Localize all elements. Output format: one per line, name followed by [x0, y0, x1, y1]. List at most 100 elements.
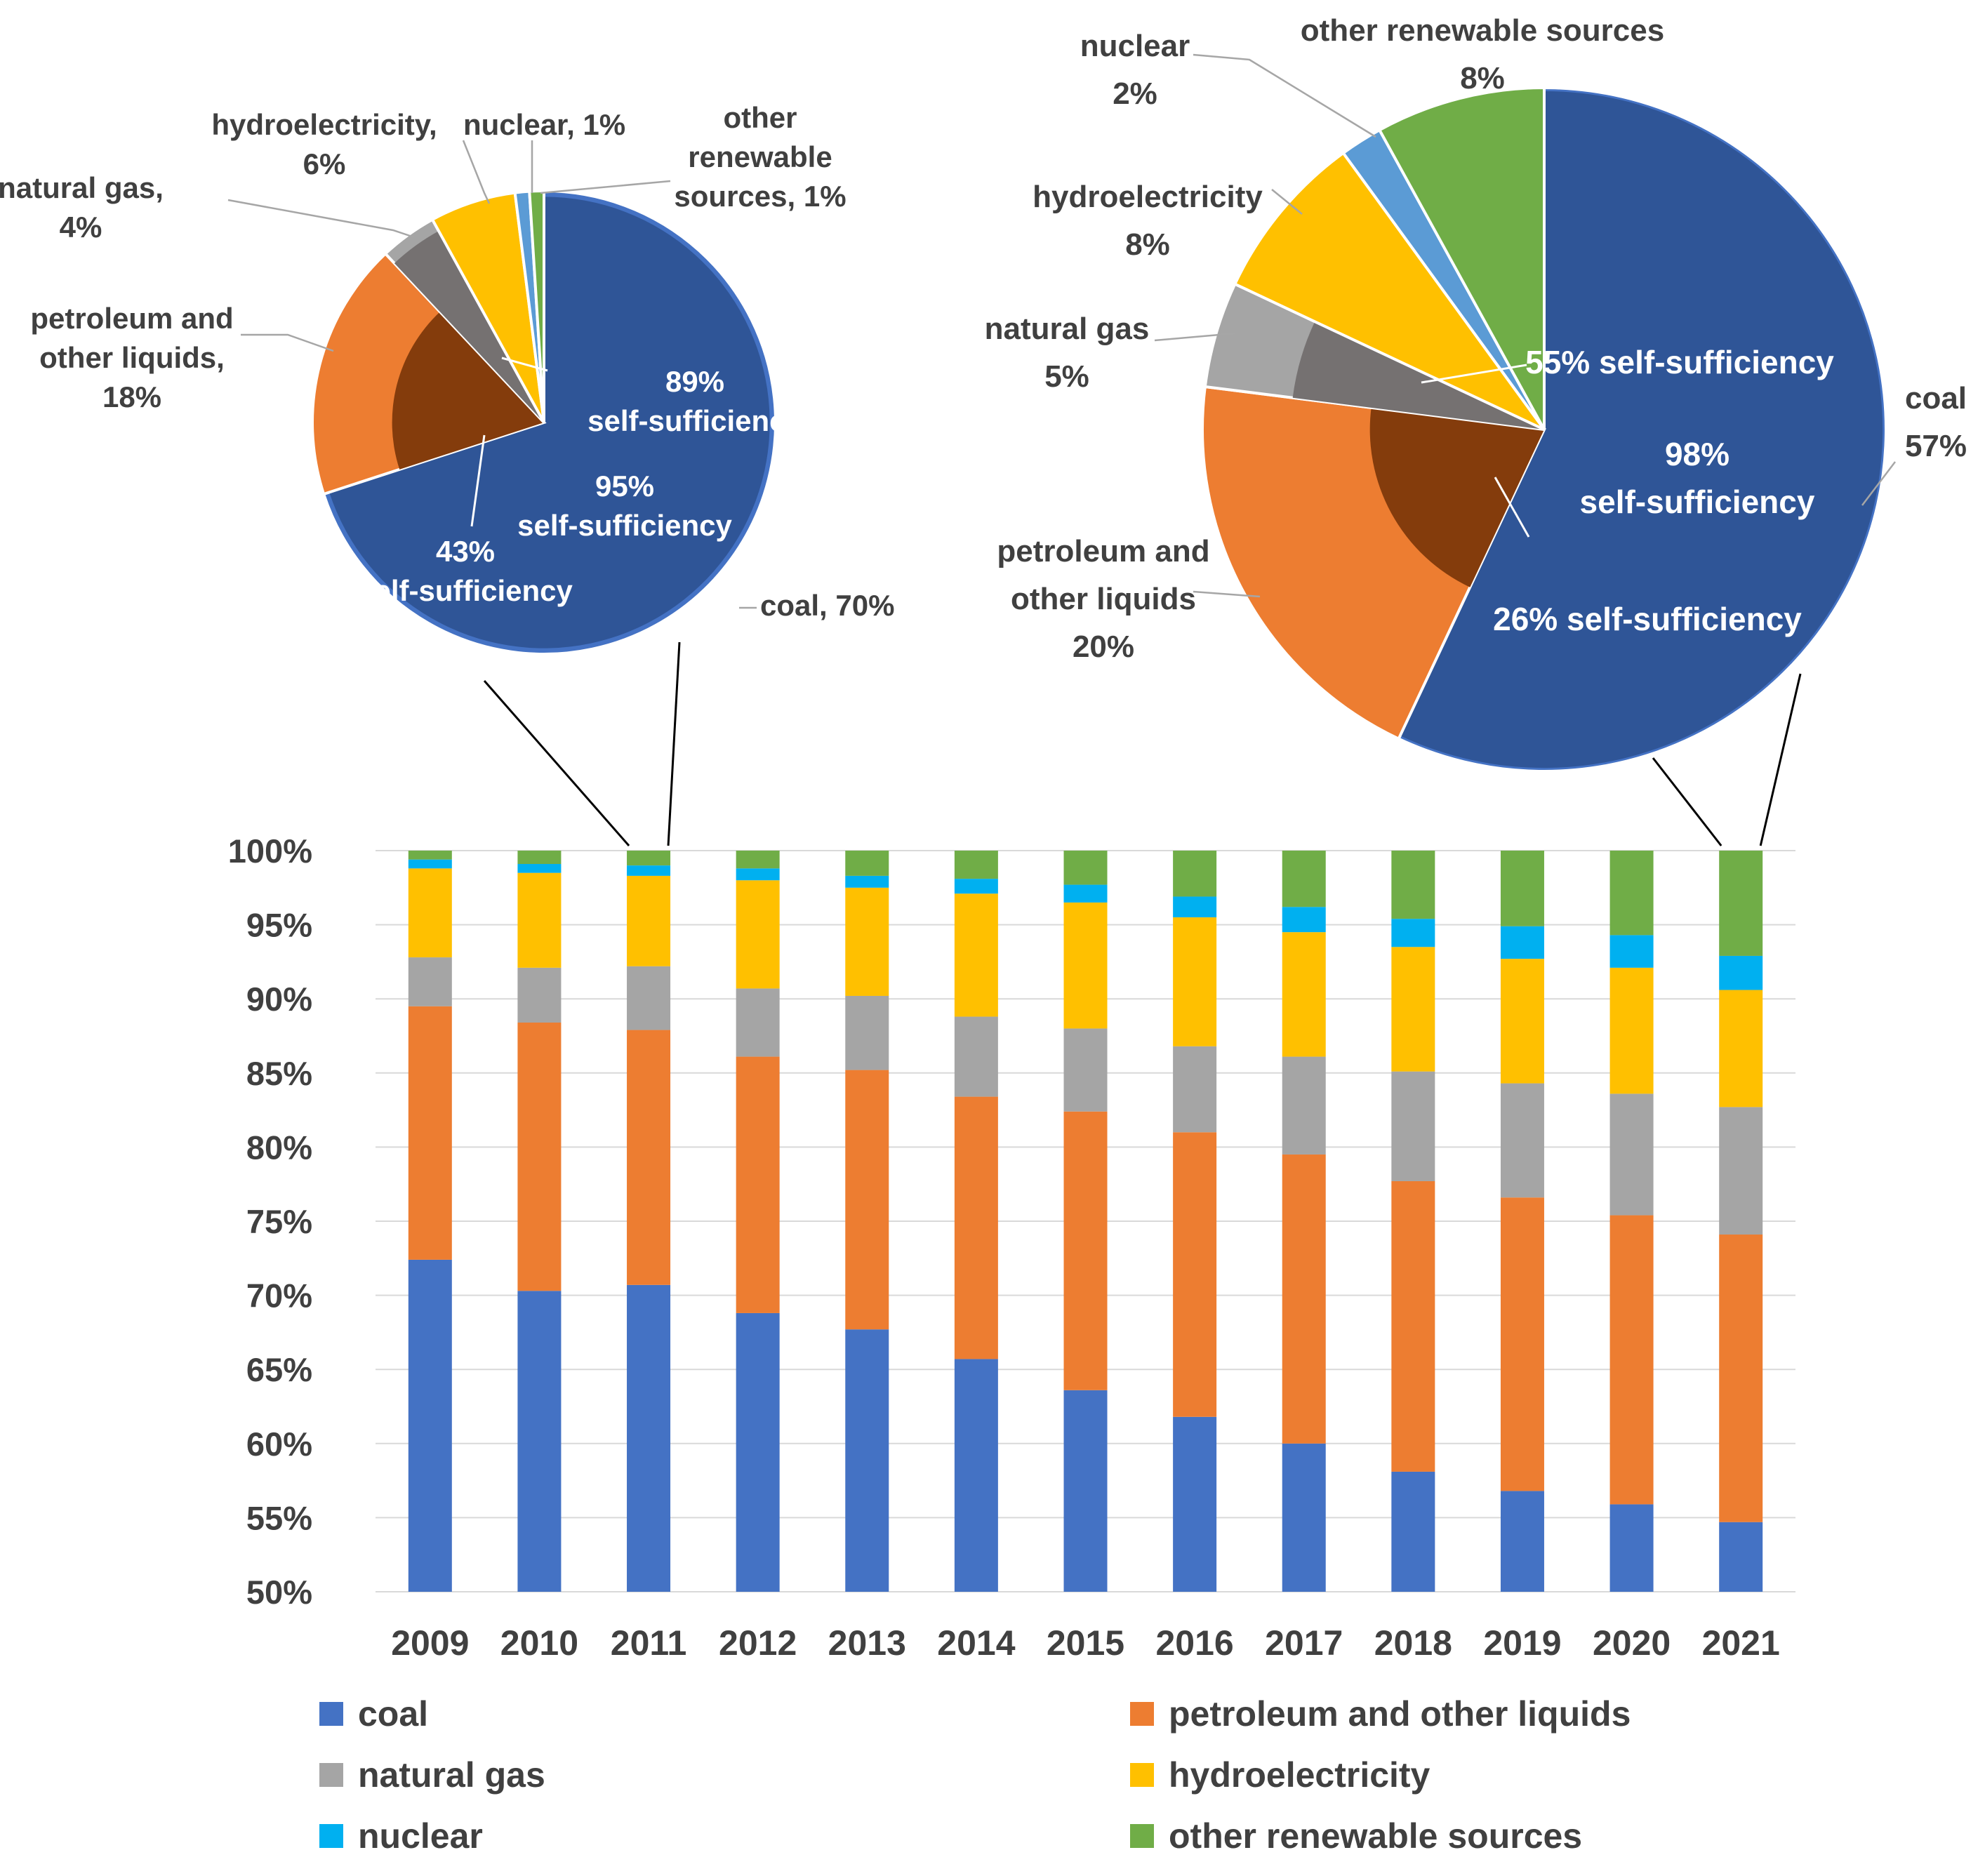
- bar-hydroelectricity-2019: [1500, 959, 1544, 1084]
- label-nuclear-line-2: 2%: [1113, 76, 1157, 111]
- bar-coal-2019: [1500, 1491, 1544, 1592]
- legend-label-coal: coal: [358, 1694, 428, 1734]
- bar-coal-2009: [408, 1259, 452, 1592]
- y-tick-label: 85%: [246, 1055, 312, 1092]
- bar-hydroelectricity-2010: [517, 872, 562, 968]
- leader-natural-gas-self-sufficiency: [501, 357, 548, 372]
- bar-coal-2018: [1391, 1471, 1435, 1592]
- x-tick-label: 2011: [611, 1623, 686, 1663]
- leader-other-renewable: [540, 180, 671, 194]
- bar-other-renewable-sources-2020: [1609, 851, 1654, 936]
- bar-nuclear-2017: [1282, 907, 1326, 933]
- bar-nuclear-2016: [1173, 896, 1217, 918]
- label-petroleum-line-1: petroleum and: [997, 534, 1209, 568]
- y-tick-label: 75%: [246, 1203, 312, 1240]
- label-other-renewable-line-1: other renewable sources: [1301, 13, 1664, 48]
- self-sufficiency-coal: [329, 197, 770, 648]
- bar-coal-2013: [845, 1329, 889, 1592]
- bar-natural-gas-2020: [1609, 1093, 1654, 1216]
- petroleum-self-sufficiency-line-2: self-sufficiency: [358, 574, 573, 607]
- leader-petroleum-self-sufficiency: [1494, 477, 1530, 538]
- bar-petroleum-and-other-liquids-2019: [1500, 1197, 1544, 1491]
- bar-coal-2015: [1063, 1390, 1108, 1592]
- label-other-renewable-line-3: sources, 1%: [674, 180, 846, 213]
- natural-gas-self-sufficiency-line-1: 89%: [665, 365, 724, 398]
- natural-gas-self-sufficiency-line-2: self-sufficiency: [587, 404, 802, 437]
- label-petroleum-line-3: 20%: [1073, 630, 1134, 664]
- label-natural-gas-line-2: 4%: [60, 211, 102, 244]
- bar-hydroelectricity-2014: [954, 893, 998, 1017]
- pie-chart-2021: coal 57% petroleum and other liquids 20% natu…: [985, 13, 1967, 773]
- label-natural-gas-line-2: 5%: [1044, 359, 1089, 394]
- legend: coal petroleum and other liquids natural g…: [319, 1694, 1631, 1856]
- x-tick-label: 2009: [391, 1623, 469, 1663]
- bar-natural-gas-2015: [1063, 1028, 1108, 1112]
- natural-gas-self-sufficiency-line-1: 55% self-sufficiency: [1525, 344, 1834, 380]
- bar-petroleum-and-other-liquids-2012: [736, 1056, 780, 1313]
- label-coal-line-2: 57%: [1905, 429, 1967, 463]
- bar-petroleum-and-other-liquids-2021: [1719, 1235, 1763, 1522]
- bar-natural-gas-2021: [1719, 1107, 1763, 1235]
- y-tick-label: 50%: [246, 1574, 312, 1611]
- connector-2011-left: [483, 680, 630, 846]
- x-tick-label: 2020: [1593, 1623, 1671, 1663]
- bar-hydroelectricity-2009: [408, 868, 452, 958]
- x-tick-label: 2016: [1155, 1623, 1233, 1663]
- bar-petroleum-and-other-liquids-2011: [627, 1030, 671, 1285]
- bar-nuclear-2020: [1609, 935, 1654, 968]
- bar-natural-gas-2019: [1500, 1083, 1544, 1198]
- bar-coal-2010: [517, 1291, 562, 1592]
- legend-swatch-other-renewable-sources: [1130, 1824, 1154, 1848]
- leader-petroleum: [1193, 590, 1261, 598]
- leader-petroleum-self-sufficiency: [470, 434, 486, 527]
- label-other-renewable-line-1: other: [724, 101, 797, 134]
- bar-petroleum-and-other-liquids-2013: [845, 1070, 889, 1330]
- legend-label-nuclear: nuclear: [358, 1816, 483, 1856]
- bar-coal-2017: [1282, 1443, 1326, 1592]
- pie-chart-2011: coal, 70% petroleum and other liquids, 18% n…: [0, 101, 894, 656]
- label-petroleum-line-2: other liquids: [1011, 582, 1196, 616]
- bar-other-renewable-sources-2019: [1500, 851, 1544, 926]
- x-tick-label: 2019: [1483, 1623, 1561, 1663]
- connector-2021-right: [1759, 673, 1802, 846]
- bar-coal-2012: [736, 1312, 780, 1592]
- label-hydroelectricity-line-1: hydroelectricity,: [211, 108, 437, 141]
- bar-other-renewable-sources-2011: [627, 851, 671, 866]
- label-coal-line-1: coal: [1905, 381, 1967, 415]
- y-tick-label: 95%: [246, 907, 312, 944]
- x-tick-label: 2015: [1047, 1623, 1124, 1663]
- x-tick-label: 2013: [828, 1623, 906, 1663]
- y-tick-label: 70%: [246, 1277, 312, 1315]
- legend-label-hydroelectricity: hydroelectricity: [1169, 1755, 1430, 1795]
- label-petroleum-line-3: 18%: [102, 380, 161, 413]
- bar-petroleum-and-other-liquids-2009: [408, 1006, 452, 1260]
- self-sufficiency-natural-gas: [1292, 321, 1544, 430]
- bar-natural-gas-2009: [408, 957, 452, 1006]
- bar-hydroelectricity-2020: [1609, 967, 1654, 1094]
- bar-other-renewable-sources-2015: [1063, 851, 1108, 885]
- y-tick-label: 60%: [246, 1425, 312, 1463]
- bar-nuclear-2015: [1063, 884, 1108, 903]
- label-petroleum-line-2: other liquids,: [39, 341, 225, 374]
- leader-nuclear: [1193, 53, 1376, 138]
- bar-coal-2020: [1609, 1504, 1654, 1592]
- leader-natural-gas: [1154, 332, 1236, 342]
- bar-nuclear-2011: [627, 865, 671, 876]
- y-tick-label: 65%: [246, 1351, 312, 1388]
- bar-coal-2011: [627, 1284, 671, 1592]
- bar-petroleum-and-other-liquids-2016: [1173, 1132, 1217, 1417]
- bar-natural-gas-2018: [1391, 1071, 1435, 1181]
- y-tick-label: 100%: [228, 832, 312, 870]
- petroleum-self-sufficiency-line-1: 26% self-sufficiency: [1493, 601, 1802, 637]
- label-nuclear: nuclear, 1%: [463, 108, 625, 141]
- pie-slice-hydroelectricity: [1233, 151, 1546, 431]
- label-hydroelectricity-line-1: hydroelectricity: [1033, 180, 1263, 214]
- bar-hydroelectricity-2017: [1282, 932, 1326, 1057]
- bar-other-renewable-sources-2018: [1391, 851, 1435, 919]
- pie-slice-other-renewable-sources: [528, 189, 545, 423]
- bar-petroleum-and-other-liquids-2020: [1609, 1215, 1654, 1505]
- legend-label-petroleum-and-other-liquids: petroleum and other liquids: [1169, 1694, 1631, 1734]
- bar-other-renewable-sources-2010: [517, 851, 562, 865]
- bar-hydroelectricity-2015: [1063, 902, 1108, 1029]
- x-tick-label: 2010: [500, 1623, 578, 1663]
